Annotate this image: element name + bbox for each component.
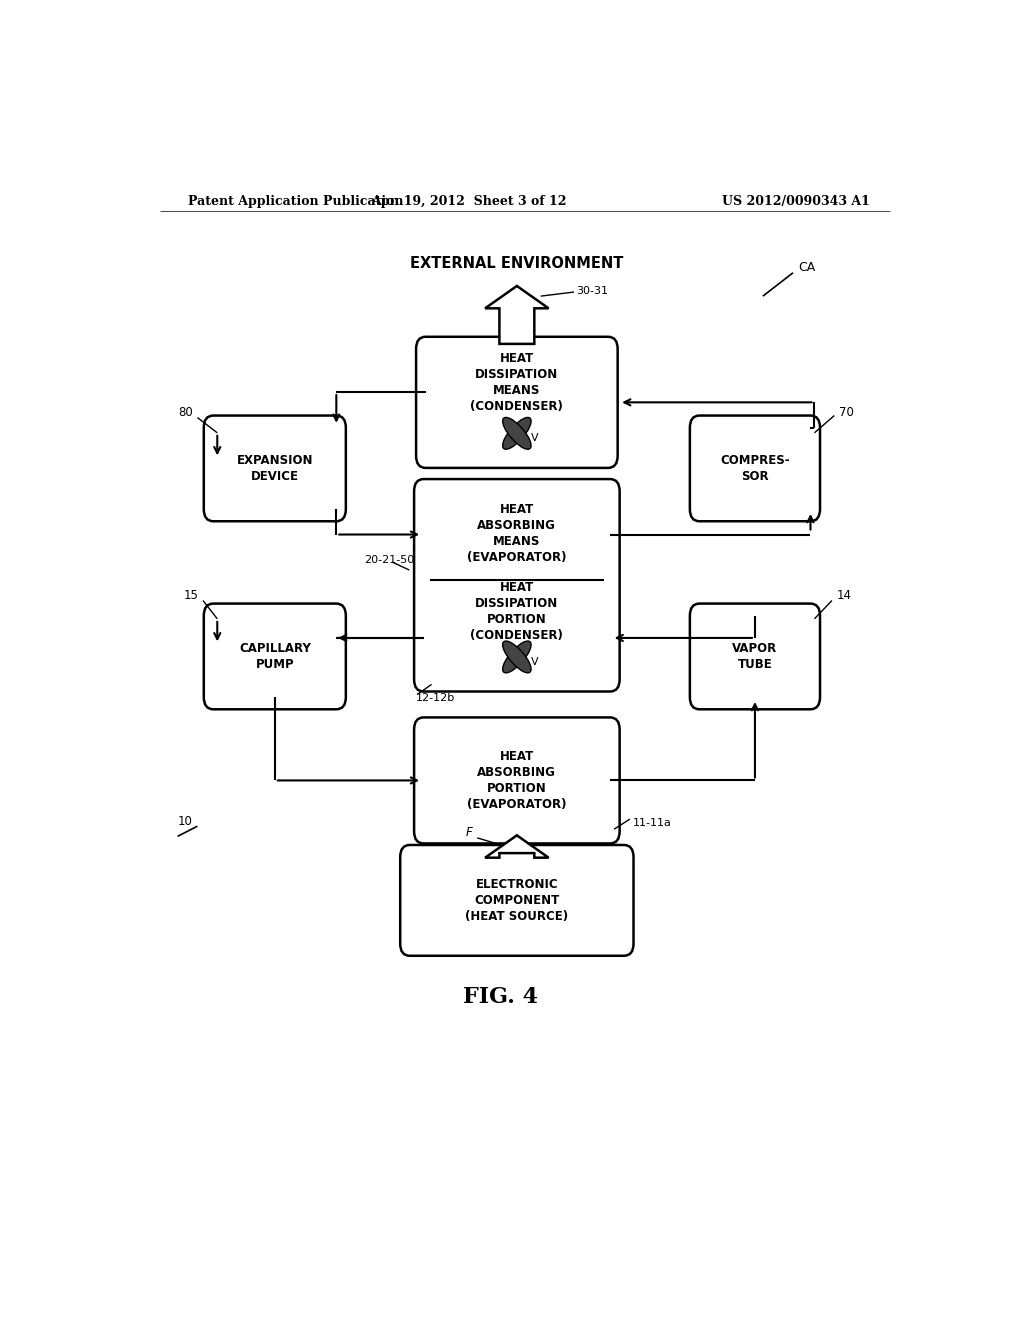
Ellipse shape [503, 417, 531, 449]
Text: 11-11a: 11-11a [633, 818, 671, 828]
Text: 10: 10 [178, 814, 193, 828]
Text: 15: 15 [183, 589, 199, 602]
FancyBboxPatch shape [690, 603, 820, 709]
Text: 12-12b: 12-12b [416, 693, 455, 702]
Text: 70: 70 [839, 407, 854, 418]
Text: HEAT
ABSORBING
PORTION
(EVAPORATOR): HEAT ABSORBING PORTION (EVAPORATOR) [467, 750, 566, 810]
Ellipse shape [503, 642, 531, 673]
FancyBboxPatch shape [690, 416, 820, 521]
FancyBboxPatch shape [204, 416, 346, 521]
Text: HEAT
ABSORBING
MEANS
(EVAPORATOR): HEAT ABSORBING MEANS (EVAPORATOR) [467, 503, 566, 564]
Text: Apr. 19, 2012  Sheet 3 of 12: Apr. 19, 2012 Sheet 3 of 12 [372, 194, 567, 207]
Ellipse shape [503, 417, 531, 449]
Text: COMPRES-
SOR: COMPRES- SOR [720, 454, 790, 483]
Text: 14: 14 [837, 589, 851, 602]
FancyBboxPatch shape [414, 479, 620, 692]
Text: EXTERNAL ENVIRONMENT: EXTERNAL ENVIRONMENT [411, 256, 624, 271]
FancyBboxPatch shape [416, 337, 617, 467]
Text: 30-31: 30-31 [577, 286, 608, 296]
Text: HEAT
DISSIPATION
PORTION
(CONDENSER): HEAT DISSIPATION PORTION (CONDENSER) [470, 581, 563, 642]
Text: ELECTRONIC
COMPONENT
(HEAT SOURCE): ELECTRONIC COMPONENT (HEAT SOURCE) [465, 878, 568, 923]
Text: Patent Application Publication: Patent Application Publication [187, 194, 403, 207]
Text: F: F [466, 826, 473, 840]
Text: CA: CA [799, 261, 816, 275]
Text: CAPILLARY
PUMP: CAPILLARY PUMP [239, 642, 310, 671]
Text: V: V [531, 657, 539, 667]
Polygon shape [485, 836, 549, 858]
Polygon shape [485, 286, 549, 345]
Text: FIG. 4: FIG. 4 [464, 986, 539, 1008]
Text: EXPANSION
DEVICE: EXPANSION DEVICE [237, 454, 313, 483]
Text: HEAT
DISSIPATION
MEANS
(CONDENSER): HEAT DISSIPATION MEANS (CONDENSER) [470, 351, 563, 413]
FancyBboxPatch shape [414, 718, 620, 843]
Text: VAPOR
TUBE: VAPOR TUBE [732, 642, 777, 671]
Text: US 2012/0090343 A1: US 2012/0090343 A1 [722, 194, 870, 207]
Text: 20-21-50: 20-21-50 [365, 554, 415, 565]
FancyBboxPatch shape [400, 845, 634, 956]
Text: 80: 80 [178, 407, 193, 418]
Text: V: V [531, 433, 539, 444]
Ellipse shape [503, 642, 531, 673]
FancyBboxPatch shape [204, 603, 346, 709]
